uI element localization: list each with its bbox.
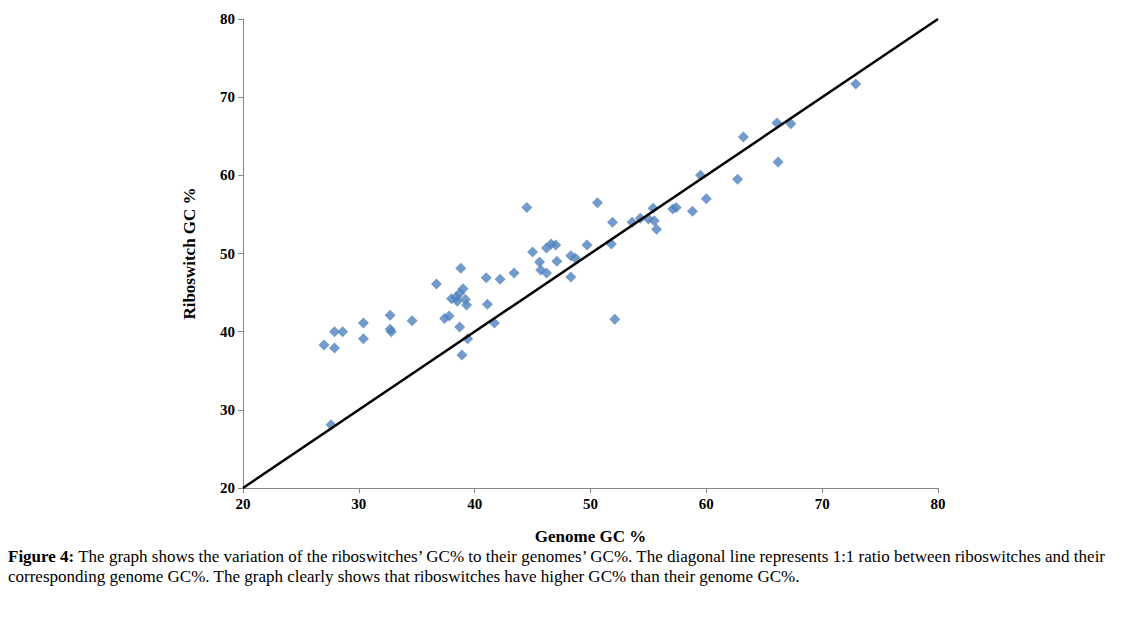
svg-text:50: 50 — [583, 496, 598, 512]
svg-text:60: 60 — [699, 496, 714, 512]
svg-text:Genome GC %: Genome GC % — [535, 527, 646, 546]
svg-text:40: 40 — [220, 324, 235, 340]
svg-text:Riboswitch GC %: Riboswitch GC % — [180, 187, 199, 319]
html-text:Figure 4: The graph shows the: Figure 4: The graph shows the variation … — [8, 547, 1105, 586]
svg-text:80: 80 — [220, 11, 235, 27]
svg-text:40: 40 — [467, 496, 482, 512]
svg-text:20: 20 — [236, 496, 251, 512]
svg-text:30: 30 — [351, 496, 366, 512]
svg-text:60: 60 — [220, 167, 235, 183]
svg-text:30: 30 — [220, 402, 235, 418]
svg-text:70: 70 — [220, 89, 235, 105]
svg-text:80: 80 — [931, 496, 946, 512]
svg-text:20: 20 — [220, 480, 235, 496]
svg-text:70: 70 — [815, 496, 830, 512]
svg-text:50: 50 — [220, 246, 235, 262]
